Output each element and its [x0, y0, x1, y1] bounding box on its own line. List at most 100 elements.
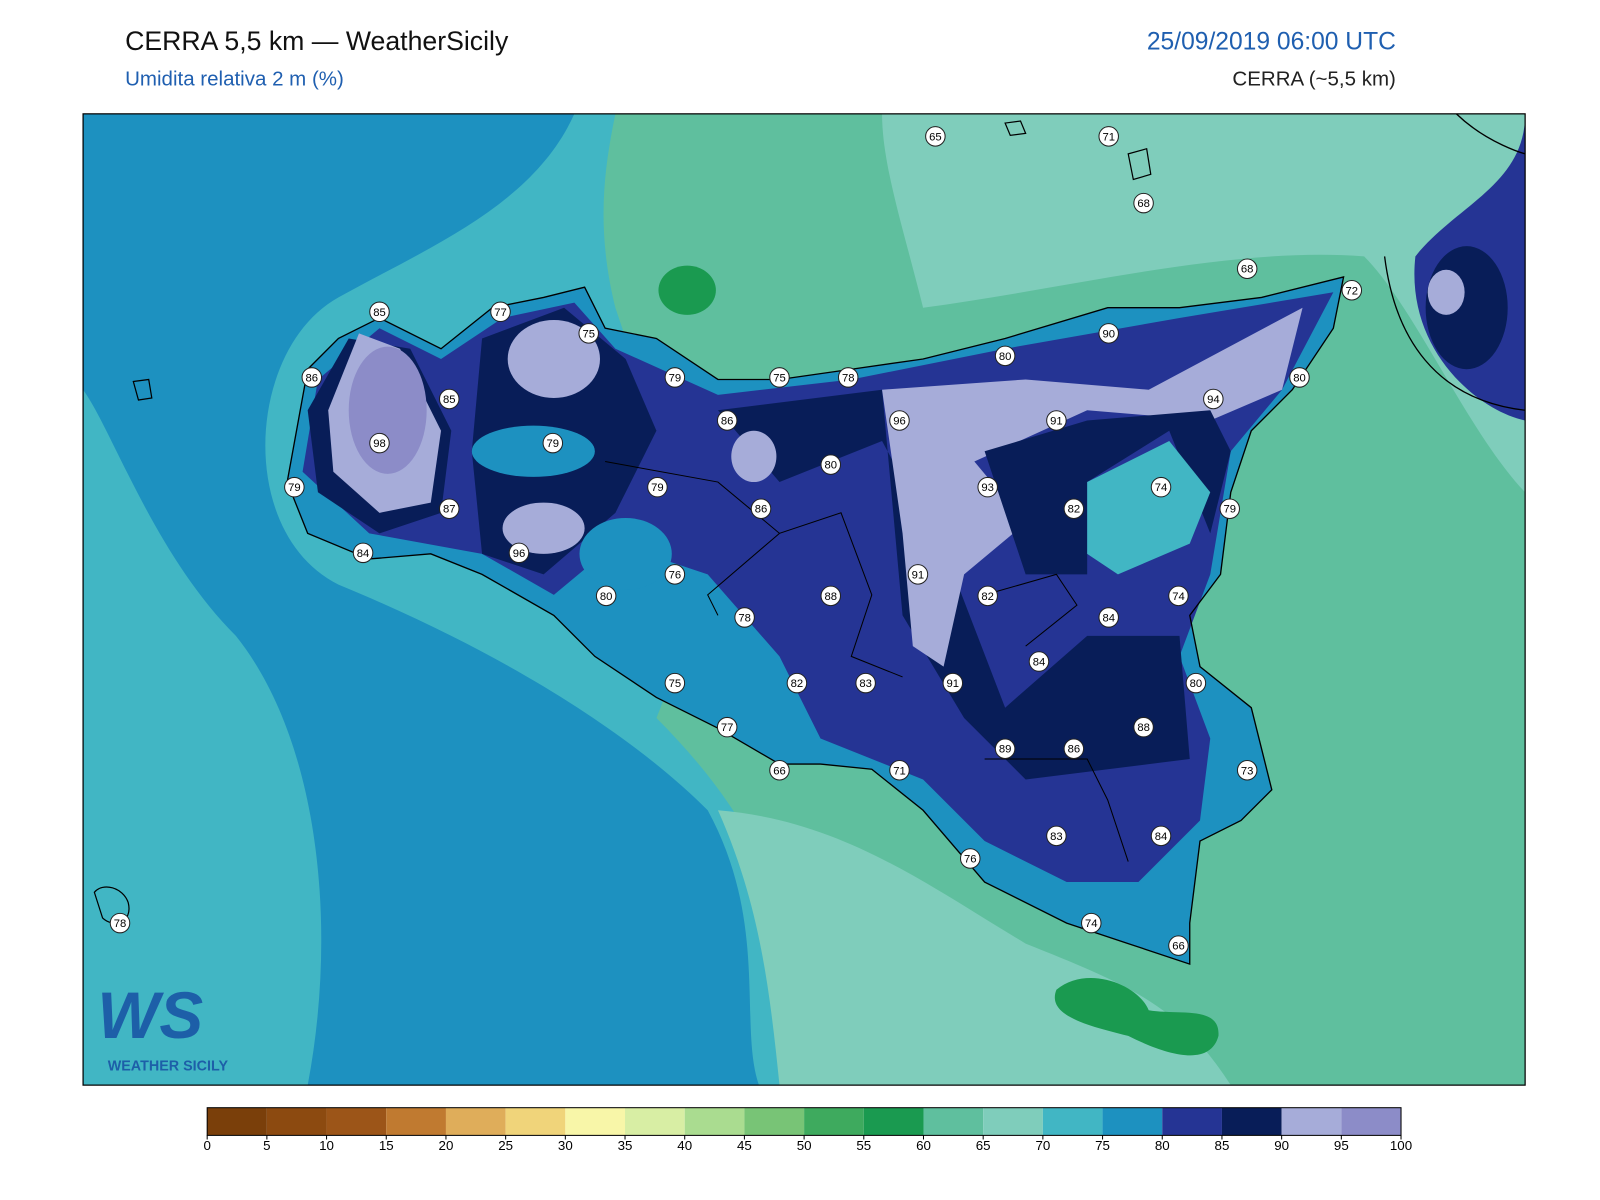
station: 84: [352, 542, 374, 564]
colorbar-label: 85: [1215, 1138, 1230, 1153]
station-marker: [595, 585, 617, 607]
logo-text: WEATHER SICILY: [108, 1058, 229, 1074]
station-marker: [301, 367, 323, 388]
colorbar-label: 90: [1274, 1138, 1289, 1153]
station-marker: [889, 759, 910, 781]
station-value: 84: [1033, 657, 1046, 669]
humid-80: [471, 425, 595, 477]
station: 91: [1046, 410, 1067, 431]
station-value: 94: [1207, 394, 1220, 406]
station-value: 88: [825, 591, 838, 603]
station-marker: [1236, 759, 1258, 781]
humid-80: [579, 517, 672, 590]
station: 74: [1150, 476, 1172, 498]
logo: WS WEATHER SICILY: [97, 979, 228, 1075]
station: 88: [820, 585, 842, 607]
station-marker: [578, 323, 599, 344]
station: 82: [786, 672, 808, 694]
colorbar-label: 45: [737, 1138, 752, 1153]
colorbar: 0 5 10 15 20 25 30 35 40 45 50 55 60 65 70 75 80 85 90 95 10…: [203, 1107, 1412, 1153]
station-marker: [664, 564, 686, 585]
station-marker: [1236, 258, 1258, 279]
station-value: 82: [1068, 504, 1081, 516]
station: 72: [1341, 279, 1363, 301]
station-marker: [664, 367, 686, 388]
station: 68: [1133, 192, 1154, 214]
station: 71: [889, 759, 910, 781]
station-marker: [1289, 367, 1310, 388]
station-marker: [664, 672, 686, 694]
station-marker: [734, 607, 755, 628]
colorbar-bin: [1341, 1107, 1402, 1136]
station-value: 74: [1172, 591, 1185, 603]
station: 86: [716, 410, 738, 431]
station-value: 75: [582, 328, 595, 340]
station-marker: [369, 432, 390, 454]
station-value: 85: [373, 307, 386, 319]
colorbar-bin: [326, 1107, 387, 1136]
station: 76: [664, 564, 686, 585]
station-marker: [942, 672, 964, 694]
green-patch: [1054, 977, 1219, 1056]
subtitle: Umidita relativa 2 m (%): [125, 67, 344, 90]
station-value: 91: [1050, 416, 1063, 428]
station-value: 93: [981, 482, 994, 494]
station-marker: [1150, 825, 1172, 847]
station-marker: [889, 410, 910, 431]
station-marker: [1185, 672, 1207, 694]
station-value: 76: [669, 569, 682, 581]
station-value: 96: [893, 416, 906, 428]
station-value: 79: [547, 438, 560, 450]
station-marker: [1133, 192, 1154, 214]
station-value: 86: [755, 504, 768, 516]
colorbar-label: 35: [618, 1138, 633, 1153]
colorbar-label: 60: [916, 1138, 931, 1153]
colorbar-bin: [1102, 1107, 1163, 1136]
station-marker: [1028, 651, 1050, 672]
station-value: 66: [773, 765, 786, 777]
station-value: 71: [1102, 131, 1115, 143]
title: CERRA 5,5 km — WeatherSicily: [125, 26, 509, 56]
station: 96: [889, 410, 910, 431]
colorbar-bin: [863, 1107, 924, 1136]
colorbar-bin: [445, 1107, 506, 1136]
colorbar-label: 50: [797, 1138, 812, 1153]
station: 80: [595, 585, 617, 607]
date: 25/09/2019 06:00 UTC: [1147, 29, 1396, 56]
station-marker: [994, 345, 1016, 367]
station: 75: [664, 672, 686, 694]
station-marker: [542, 432, 564, 454]
station: 91: [942, 672, 964, 694]
station-marker: [1081, 912, 1102, 934]
station: 75: [578, 323, 599, 344]
station-value: 80: [600, 591, 613, 603]
colorbar-bin: [207, 1107, 267, 1136]
station: 85: [369, 301, 390, 323]
colorbar-bin: [923, 1107, 984, 1136]
station-value: 78: [738, 612, 751, 624]
station-value: 98: [373, 438, 386, 450]
station-marker: [820, 454, 842, 475]
station-value: 86: [306, 372, 319, 384]
station-marker: [1150, 476, 1172, 498]
colorbar-label: 70: [1035, 1138, 1050, 1153]
station-marker: [977, 585, 998, 607]
station: 96: [508, 542, 530, 564]
colorbar-label: 55: [856, 1138, 871, 1153]
station-marker: [959, 848, 981, 869]
station-value: 68: [1241, 264, 1254, 276]
station: 68: [1236, 258, 1258, 279]
station: 76: [959, 848, 981, 869]
station: 86: [301, 367, 323, 388]
station-marker: [716, 410, 738, 431]
humid-95: [882, 307, 1303, 667]
colorbar-bin: [684, 1107, 745, 1136]
colorbar-bin: [1221, 1107, 1282, 1136]
station-value: 89: [999, 744, 1012, 756]
colorbar-label: 95: [1334, 1138, 1349, 1153]
colorbar-bin: [1162, 1107, 1222, 1136]
station: 84: [1150, 825, 1172, 847]
station-marker: [769, 759, 790, 781]
